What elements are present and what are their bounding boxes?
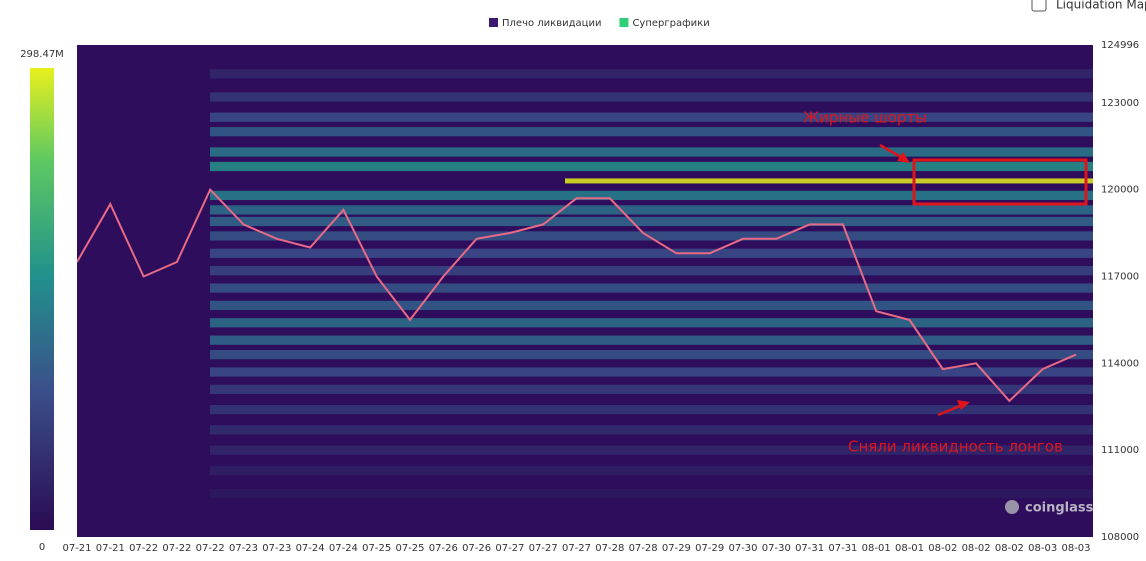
heat-band (210, 349, 1093, 360)
y-tick-label: 111000 (1101, 445, 1139, 456)
x-tick-label: 07-28 (595, 543, 624, 554)
heat-band (210, 300, 1093, 311)
colorbar-label: 298.47M (20, 49, 64, 60)
heat-band (210, 147, 1093, 157)
watermark-logo (1005, 500, 1019, 514)
heat-band (210, 335, 1093, 345)
checkbox[interactable] (1031, 0, 1047, 12)
x-tick-label: 07-22 (162, 543, 191, 554)
x-tick-label: 08-02 (928, 543, 957, 554)
x-tick-label: 08-03 (1028, 543, 1057, 554)
heat-band (210, 92, 1093, 102)
x-tick-label: 08-01 (862, 543, 891, 554)
x-tick-label: 07-30 (762, 543, 791, 554)
highlight-box (912, 158, 1088, 206)
heat-band (210, 190, 1093, 201)
heat-band (210, 283, 1093, 293)
x-tick-label: 07-23 (262, 543, 291, 554)
heat-band (210, 231, 1093, 241)
arrow-head (957, 400, 970, 410)
heat-band (210, 488, 1093, 499)
heat-band (210, 266, 1093, 276)
x-tick-label: 07-31 (795, 543, 824, 554)
x-tick-label: 07-24 (296, 543, 325, 554)
x-tick-label: 07-22 (129, 543, 158, 554)
annotation: Жирные шорты (803, 109, 927, 127)
x-tick-label: 07-21 (62, 543, 91, 554)
watermark: coinglass (1025, 501, 1094, 516)
legend-label: Плечо ликвидации (502, 18, 601, 29)
x-tick-label: 07-27 (529, 543, 558, 554)
x-tick-label: 07-28 (629, 543, 658, 554)
x-tick-label: 07-29 (662, 543, 691, 554)
y-tick-label: 117000 (1101, 271, 1139, 282)
x-tick-label: 07-21 (96, 543, 125, 554)
heat-band (210, 384, 1093, 394)
y-tick-label: 120000 (1101, 185, 1139, 196)
heat-band (210, 69, 1093, 79)
x-tick-label: 08-03 (1061, 543, 1090, 554)
y-tick-label: 123000 (1101, 98, 1139, 109)
x-tick-label: 08-02 (962, 543, 991, 554)
y-tick-label: 108000 (1101, 532, 1139, 543)
heat-band (210, 367, 1093, 377)
y-tick-label: 124996 (1101, 40, 1139, 51)
heat-band (210, 465, 1093, 476)
x-tick-label: 07-23 (229, 543, 258, 554)
legend-label: Суперграфики (632, 18, 709, 29)
price-line (77, 187, 1077, 403)
heat-band (210, 216, 1093, 227)
arrow-head (897, 152, 910, 163)
heat-band (210, 161, 1093, 172)
x-tick-label: 07-31 (828, 543, 857, 554)
x-tick-label: 07-29 (695, 543, 724, 554)
legend-swatch (489, 18, 498, 27)
x-tick-label: 07-26 (462, 543, 491, 554)
x-tick-label: 07-30 (728, 543, 757, 554)
heat-band (210, 404, 1093, 415)
x-tick-label: 08-02 (995, 543, 1024, 554)
x-tick-label: 07-25 (362, 543, 391, 554)
heat-band (210, 445, 1093, 455)
x-tick-label: 07-26 (429, 543, 458, 554)
x-tick-label: 07-22 (196, 543, 225, 554)
heat-band (210, 425, 1093, 435)
heat-band (210, 205, 1093, 215)
legend-swatch (619, 18, 629, 27)
x-tick-label: 07-25 (395, 543, 424, 554)
heat-band (210, 112, 1093, 122)
plot (77, 69, 1093, 499)
annotation: Сняли ликвидность лонгов (848, 438, 1063, 456)
x-tick-label: 07-27 (562, 543, 591, 554)
heat-band (565, 178, 1093, 184)
heat-band (210, 127, 1093, 137)
x-tick-label: 07-24 (329, 543, 358, 554)
y-tick-label: 114000 (1101, 358, 1139, 369)
checkbox-label[interactable]: Liquidation Map (1056, 0, 1146, 12)
x-tick-label: 08-01 (895, 543, 924, 554)
colorbar-label: 0 (39, 542, 45, 553)
x-tick-label: 07-27 (495, 543, 524, 554)
colorbar (30, 68, 54, 530)
heat-band (210, 248, 1093, 258)
heat-band (210, 318, 1093, 328)
